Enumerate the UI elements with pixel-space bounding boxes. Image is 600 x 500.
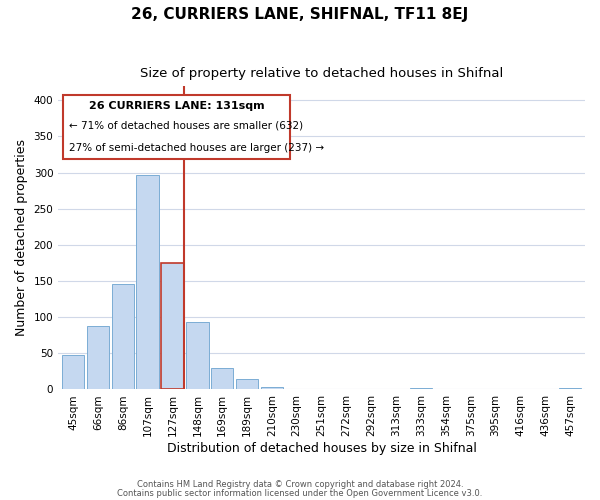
Bar <box>236 380 258 390</box>
Text: 26 CURRIERS LANE: 131sqm: 26 CURRIERS LANE: 131sqm <box>89 101 265 111</box>
Title: Size of property relative to detached houses in Shifnal: Size of property relative to detached ho… <box>140 68 503 80</box>
Bar <box>62 356 84 390</box>
X-axis label: Distribution of detached houses by size in Shifnal: Distribution of detached houses by size … <box>167 442 476 455</box>
Bar <box>186 322 209 390</box>
Bar <box>559 388 581 390</box>
Text: Contains HM Land Registry data © Crown copyright and database right 2024.: Contains HM Land Registry data © Crown c… <box>137 480 463 489</box>
Text: 26, CURRIERS LANE, SHIFNAL, TF11 8EJ: 26, CURRIERS LANE, SHIFNAL, TF11 8EJ <box>131 8 469 22</box>
FancyBboxPatch shape <box>64 95 290 158</box>
Text: ← 71% of detached houses are smaller (632): ← 71% of detached houses are smaller (63… <box>69 120 303 130</box>
Bar <box>136 175 159 390</box>
Bar <box>410 388 432 390</box>
Bar <box>260 386 283 390</box>
Bar <box>211 368 233 390</box>
Text: Contains public sector information licensed under the Open Government Licence v3: Contains public sector information licen… <box>118 490 482 498</box>
Bar <box>161 263 184 390</box>
Y-axis label: Number of detached properties: Number of detached properties <box>15 139 28 336</box>
Bar <box>112 284 134 390</box>
Text: 27% of semi-detached houses are larger (237) →: 27% of semi-detached houses are larger (… <box>69 143 324 153</box>
Bar <box>87 326 109 390</box>
